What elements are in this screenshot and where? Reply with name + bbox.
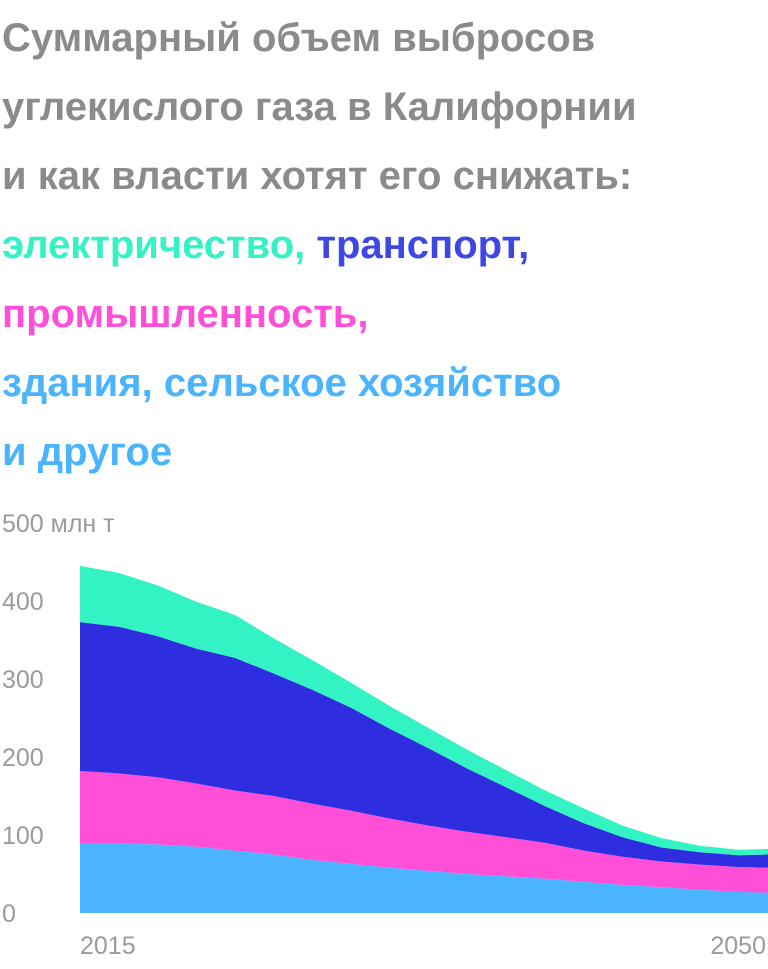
emissions-area-chart: 0 100 200 300 400 500 млн т 2015 2050 xyxy=(2,510,768,960)
x-tick-label: 2015 xyxy=(80,932,136,960)
area-series-0 xyxy=(80,843,768,913)
area-series-3 xyxy=(80,565,768,856)
legend-electricity-separator: , xyxy=(294,223,317,267)
x-tick-label: 2050 xyxy=(710,932,766,960)
legend-other: и другое xyxy=(2,430,173,474)
y-tick-label: 100 xyxy=(2,822,44,850)
y-tick-label: 300 xyxy=(2,666,44,694)
title-line-1: Суммарный объем выбросов xyxy=(2,16,596,60)
legend-electricity: электричество xyxy=(2,223,295,267)
legend-transport: транспорт, xyxy=(316,223,530,267)
y-tick-label: 500 млн т xyxy=(2,510,115,538)
legend-line-1: электричество, транспорт, xyxy=(2,211,762,280)
legend-industry: промышленность, xyxy=(2,292,369,336)
y-tick-label: 200 xyxy=(2,744,44,772)
area-series-1 xyxy=(80,771,768,893)
title-line-2: углекислого газа в Калифорнии xyxy=(2,85,637,129)
title-line-3: и как власти хотят его снижать: xyxy=(2,154,633,198)
legend-buildings: здания, сельское хозяйство xyxy=(2,361,562,405)
chart-title: Суммарный объем выбросов углекислого газ… xyxy=(2,4,762,487)
area-series-2 xyxy=(80,622,768,868)
y-tick-label: 400 xyxy=(2,588,44,616)
y-tick-label: 0 xyxy=(2,900,16,928)
